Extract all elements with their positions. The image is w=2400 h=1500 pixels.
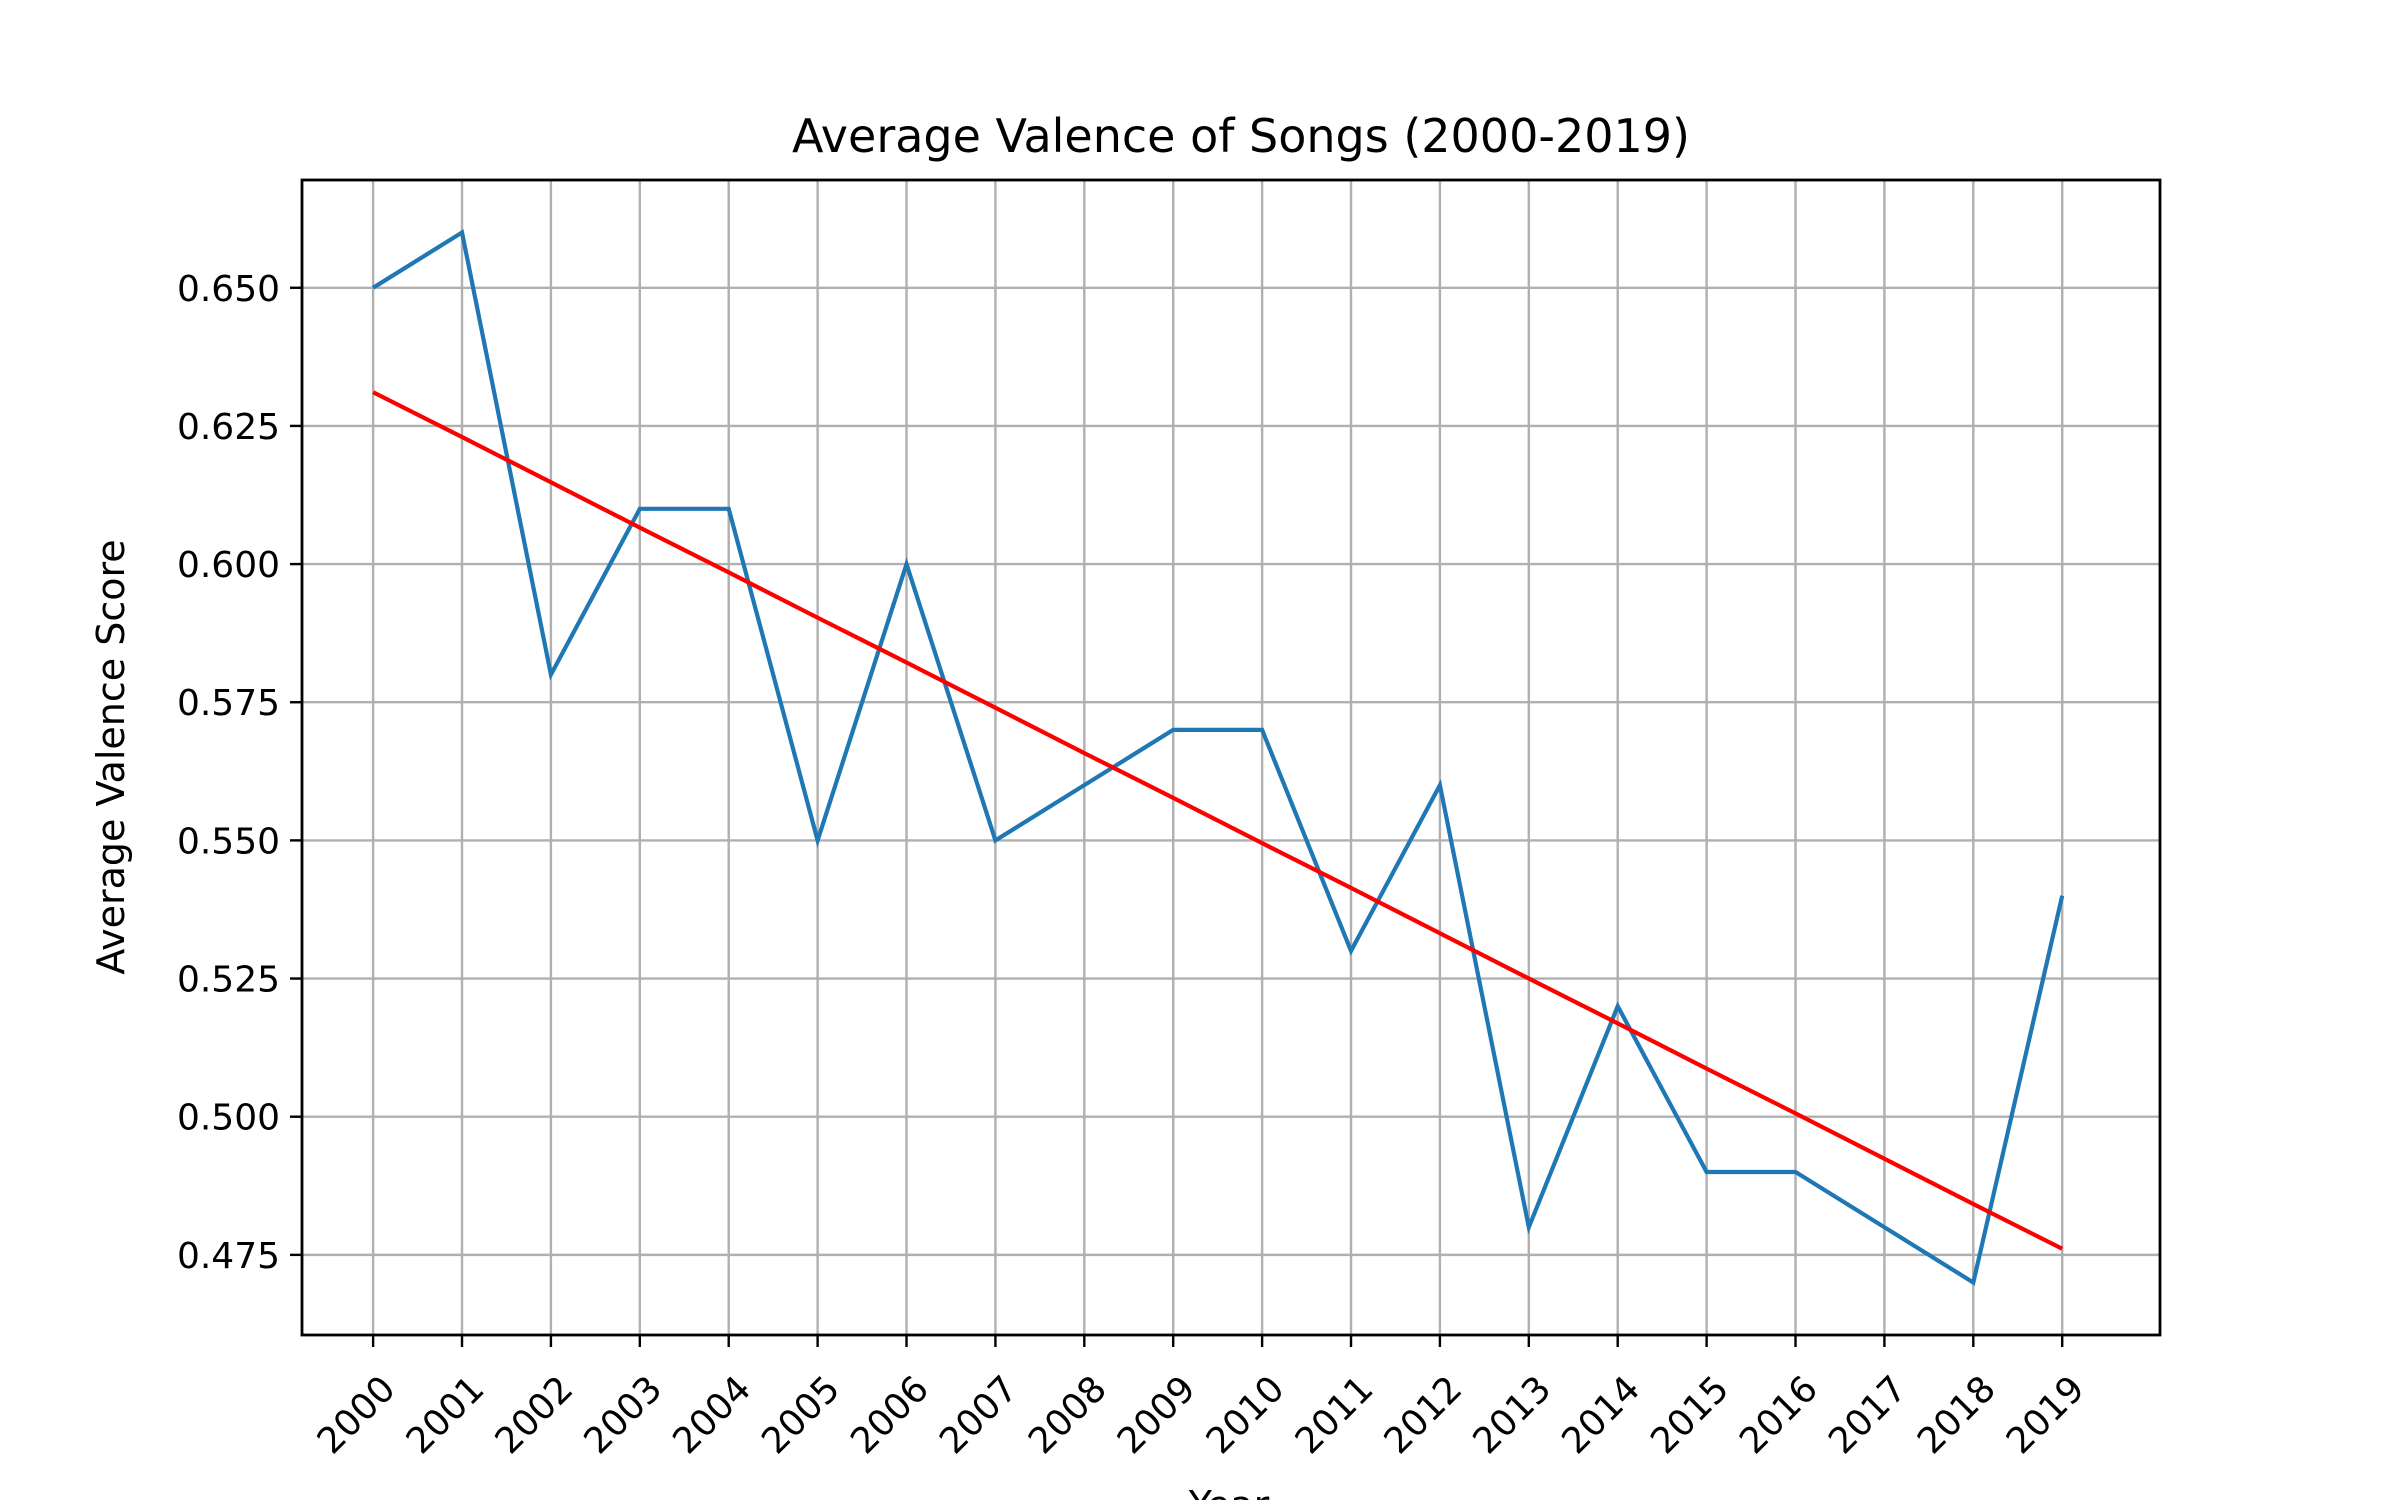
x-tick-label: 2019 xyxy=(1999,1368,2093,1462)
x-tick-label: 2007 xyxy=(932,1368,1026,1462)
x-tick-label: 2000 xyxy=(310,1368,404,1462)
y-tick-label: 0.475 xyxy=(177,1236,280,1277)
x-tick-label: 2002 xyxy=(488,1368,582,1462)
x-axis-title: Year xyxy=(1188,1483,1270,1500)
x-tick-label: 2005 xyxy=(754,1368,848,1462)
y-tick-label: 0.575 xyxy=(177,683,280,724)
series-lines xyxy=(372,229,2065,1286)
x-tick-label: 2001 xyxy=(399,1368,493,1462)
x-tick-label: 2010 xyxy=(1199,1368,1293,1462)
x-tick-label: 2006 xyxy=(843,1368,937,1462)
y-tick-label: 0.625 xyxy=(177,407,280,448)
x-tick-label: 2018 xyxy=(1910,1368,2004,1462)
x-tick-label: 2017 xyxy=(1821,1368,1915,1462)
x-tick-label: 2011 xyxy=(1288,1368,1382,1462)
x-axis: 2000200120022003200420052006200720082009… xyxy=(310,1335,2093,1462)
x-tick-label: 2009 xyxy=(1110,1368,1204,1462)
y-tick-label: 0.550 xyxy=(177,821,280,862)
y-tick-label: 0.650 xyxy=(177,269,280,310)
x-tick-label: 2008 xyxy=(1021,1368,1115,1462)
y-axis: 0.475 0.500 0.525 0.550 0.575 0.600 0.625 0.650 xyxy=(177,269,302,1277)
y-tick-label: 0.525 xyxy=(177,960,280,1001)
x-tick-label: 2003 xyxy=(576,1368,670,1462)
x-tick-label: 2014 xyxy=(1554,1368,1648,1462)
y-tick-label: 0.600 xyxy=(177,545,280,586)
y-tick-label: 0.500 xyxy=(177,1098,280,1139)
grid-lines xyxy=(302,180,2160,1335)
y-axis-title: Average Valence Score xyxy=(89,539,133,974)
trend-line xyxy=(372,390,2064,1251)
chart-title: Average Valence of Songs (2000-2019) xyxy=(792,109,1690,163)
x-tick-label: 2016 xyxy=(1732,1368,1826,1462)
x-tick-label: 2004 xyxy=(665,1368,759,1462)
x-tick-label: 2012 xyxy=(1377,1368,1471,1462)
valence-series-line xyxy=(372,229,2065,1286)
x-tick-label: 2013 xyxy=(1465,1368,1559,1462)
x-tick-label: 2015 xyxy=(1643,1368,1737,1462)
plot-frame xyxy=(300,178,2162,1337)
